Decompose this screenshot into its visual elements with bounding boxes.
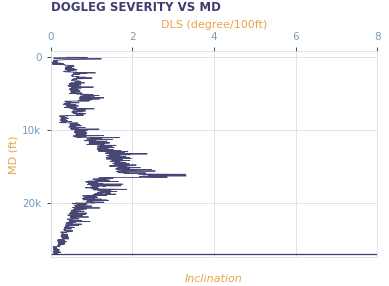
- Text: Inclination: Inclination: [185, 274, 243, 284]
- Text: DOGLEG SEVERITY VS MD: DOGLEG SEVERITY VS MD: [51, 1, 221, 14]
- X-axis label: DLS (degree/100ft): DLS (degree/100ft): [161, 20, 267, 30]
- Y-axis label: MD (ft): MD (ft): [8, 135, 18, 174]
